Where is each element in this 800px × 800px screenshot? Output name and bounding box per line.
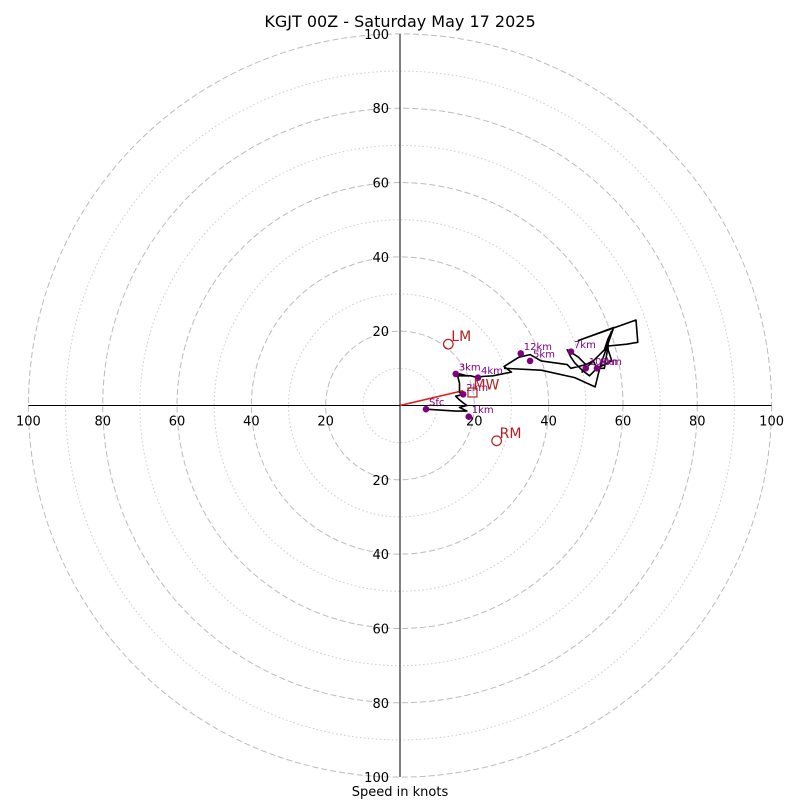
- height-label-10km: 10km: [589, 357, 617, 368]
- height-label-1km: 1km: [472, 405, 494, 416]
- y-tick-label-down-40: 40: [372, 548, 389, 563]
- storm-motion-marker-lm: [442, 338, 454, 350]
- chart-title: KGJT 00Z - Saturday May 17 2025: [264, 12, 535, 31]
- x-tick-label-right-40: 40: [540, 415, 557, 430]
- hodograph-trace: [425, 319, 639, 412]
- height-point-3km: [452, 370, 460, 378]
- y-tick-label-down-100: 100: [364, 771, 389, 786]
- height-label-sfc: Sfc: [429, 398, 444, 409]
- height-point-7km: [567, 348, 575, 355]
- height-point-10km: [582, 365, 590, 372]
- x-tick-label-right-80: 80: [689, 415, 706, 430]
- height-point-1km: [465, 413, 473, 420]
- y-tick-label-up-80: 80: [372, 102, 389, 117]
- height-point-sfc: [422, 405, 430, 413]
- storm-motion-marker-rm: [491, 435, 503, 447]
- height-label-12km: 12km: [524, 342, 552, 353]
- x-tick-label-left-20: 20: [317, 415, 334, 430]
- height-point-2km: [459, 391, 467, 398]
- mean-wind-label: MW: [473, 377, 499, 393]
- y-tick-label-up-40: 40: [372, 251, 389, 266]
- mean-wind-marker: [467, 387, 478, 398]
- height-label-7km: 7km: [574, 340, 596, 351]
- y-tick-label-down-20: 20: [372, 474, 389, 489]
- y-tick-label-down-60: 60: [372, 622, 389, 637]
- y-tick-label-up-20: 20: [372, 325, 389, 340]
- hodograph-trace-group: [399, 319, 639, 412]
- x-tick-label-left-40: 40: [243, 415, 260, 430]
- y-tick-label-down-80: 80: [372, 697, 389, 712]
- x-tick-label-right-100: 100: [759, 415, 784, 430]
- x-tick-label-right-60: 60: [615, 415, 632, 430]
- axes: [28, 34, 772, 777]
- storm-motion-label-rm: RM: [500, 426, 522, 442]
- x-tick-label-left-60: 60: [169, 415, 186, 430]
- storm-motion-label-lm: LM: [451, 329, 471, 345]
- x-axis-label: Speed in knots: [352, 785, 449, 800]
- y-tick-label-up-60: 60: [372, 177, 389, 192]
- height-point-4km: [474, 374, 482, 381]
- height-point-8km: [593, 365, 601, 372]
- storm-motion-markers: LM RM MW: [442, 329, 522, 447]
- height-label-3km: 3km: [459, 362, 481, 373]
- height-point-5km: [526, 357, 534, 365]
- x-tick-label-left-100: 100: [16, 415, 41, 430]
- height-label-4km: 4km: [481, 366, 503, 377]
- height-label-5km: 5km: [533, 349, 555, 360]
- y-tick-label-up-100: 100: [364, 28, 389, 43]
- shear-vector: [399, 389, 464, 407]
- x-tick-label-left-80: 80: [94, 415, 111, 430]
- height-point-12km: [517, 350, 525, 357]
- height-label-8km: 8km: [600, 357, 622, 368]
